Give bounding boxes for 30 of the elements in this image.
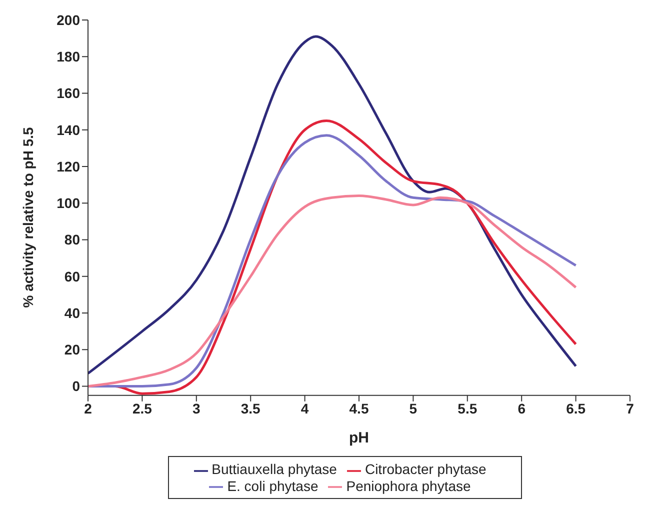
x-tick-label: 3 (192, 400, 200, 416)
x-tick-label: 2.5 (132, 400, 152, 416)
x-tick-label: 4 (300, 400, 309, 416)
x-tick-label: 6 (518, 400, 526, 416)
legend-label: E. coli phytase (227, 478, 318, 494)
x-tick-label: 5.5 (458, 400, 478, 416)
y-tick-label: 200 (56, 12, 80, 28)
x-axis-title: pH (349, 429, 369, 446)
y-axis-title: % activity relative to pH 5.5 (20, 126, 36, 308)
y-tick-label: 120 (56, 158, 80, 174)
x-tick-label: 5 (409, 400, 418, 416)
y-tick-label: 0 (72, 378, 80, 394)
y-tick-label: 60 (64, 268, 80, 284)
x-tick-label: 3.5 (240, 400, 261, 416)
legend-label: Citrobacter phytase (364, 461, 486, 478)
y-tick-label: 160 (56, 85, 80, 102)
line-series (88, 35, 578, 375)
x-tick-label: 6.5 (566, 400, 586, 416)
line-series (88, 194, 578, 388)
y-tick-label: 20 (64, 342, 80, 358)
x-tick-label: 4.5 (349, 400, 369, 416)
y-tick-label: 40 (64, 304, 80, 321)
y-tick-label: 140 (56, 122, 80, 138)
legend-label: Peniophora phytase (346, 478, 471, 494)
x-tick-label: 2 (84, 400, 92, 416)
x-tick-label: 7 (626, 400, 634, 416)
y-tick-label: 180 (56, 48, 80, 65)
y-tick-label: 100 (56, 195, 80, 212)
legend-label: Buttiauxella phytase (212, 461, 337, 478)
y-tick-label: 80 (64, 232, 80, 248)
